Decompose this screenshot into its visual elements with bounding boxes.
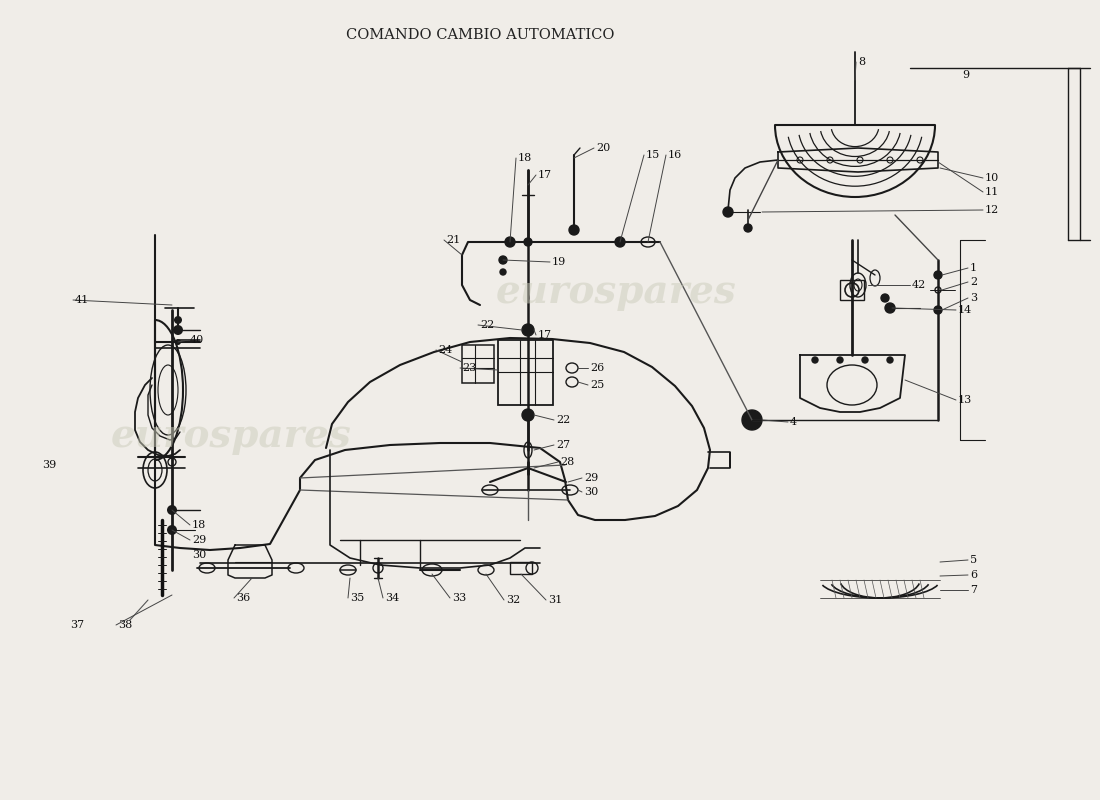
Text: 2: 2 <box>970 277 977 287</box>
Text: 22: 22 <box>556 415 570 425</box>
Text: 29: 29 <box>584 473 598 483</box>
Text: 30: 30 <box>584 487 598 497</box>
Text: 16: 16 <box>668 150 682 160</box>
Ellipse shape <box>862 357 868 363</box>
Text: 30: 30 <box>192 550 207 560</box>
Text: 41: 41 <box>75 295 89 305</box>
Text: 15: 15 <box>646 150 660 160</box>
Bar <box>840 280 864 300</box>
Text: 1: 1 <box>970 263 977 273</box>
Text: 24: 24 <box>438 345 452 355</box>
Text: 9: 9 <box>962 70 969 80</box>
Text: 28: 28 <box>560 457 574 467</box>
Text: 31: 31 <box>548 595 562 605</box>
Ellipse shape <box>505 237 515 247</box>
Text: 6: 6 <box>970 570 977 580</box>
Ellipse shape <box>500 269 506 275</box>
Text: 18: 18 <box>518 153 532 163</box>
Ellipse shape <box>837 357 843 363</box>
Text: 11: 11 <box>984 187 999 197</box>
Text: 35: 35 <box>350 593 364 603</box>
Text: 12: 12 <box>984 205 999 215</box>
Ellipse shape <box>812 357 818 363</box>
Ellipse shape <box>934 306 942 314</box>
Text: eurospares: eurospares <box>111 417 351 455</box>
Text: 26: 26 <box>590 363 604 373</box>
Text: 29: 29 <box>192 535 207 545</box>
Ellipse shape <box>175 339 182 345</box>
Text: 5: 5 <box>970 555 977 565</box>
Text: 3: 3 <box>970 293 977 303</box>
Ellipse shape <box>167 505 177 515</box>
Text: 36: 36 <box>236 593 251 603</box>
Bar <box>498 340 553 405</box>
Ellipse shape <box>499 256 507 264</box>
Text: 37: 37 <box>70 620 84 630</box>
Ellipse shape <box>522 409 534 421</box>
Ellipse shape <box>524 238 532 246</box>
Text: eurospares: eurospares <box>496 273 736 311</box>
Text: 23: 23 <box>462 363 476 373</box>
Text: 38: 38 <box>118 620 132 630</box>
Ellipse shape <box>615 237 625 247</box>
Ellipse shape <box>174 316 182 324</box>
Text: 22: 22 <box>480 320 494 330</box>
Text: 40: 40 <box>190 335 205 345</box>
Text: 4: 4 <box>790 417 798 427</box>
Text: 17: 17 <box>538 330 552 340</box>
Text: 18: 18 <box>192 520 207 530</box>
Text: 20: 20 <box>596 143 611 153</box>
Text: 19: 19 <box>552 257 567 267</box>
Ellipse shape <box>934 271 942 279</box>
Text: 17: 17 <box>538 170 552 180</box>
Text: 27: 27 <box>556 440 570 450</box>
Text: 25: 25 <box>590 380 604 390</box>
Text: 13: 13 <box>958 395 972 405</box>
Ellipse shape <box>887 357 893 363</box>
Ellipse shape <box>522 324 534 336</box>
Bar <box>462 345 494 383</box>
Ellipse shape <box>167 525 177 535</box>
Text: 10: 10 <box>984 173 999 183</box>
Ellipse shape <box>881 294 889 302</box>
Ellipse shape <box>886 303 895 313</box>
Text: 7: 7 <box>970 585 977 595</box>
Bar <box>510 562 532 574</box>
Ellipse shape <box>742 410 762 430</box>
Text: 14: 14 <box>958 305 972 315</box>
Text: 39: 39 <box>42 460 56 470</box>
Text: 42: 42 <box>912 280 926 290</box>
Ellipse shape <box>569 225 579 235</box>
Text: 32: 32 <box>506 595 520 605</box>
Ellipse shape <box>173 325 183 335</box>
Text: 33: 33 <box>452 593 466 603</box>
Text: 21: 21 <box>446 235 460 245</box>
Ellipse shape <box>723 207 733 217</box>
Ellipse shape <box>744 224 752 232</box>
Text: 34: 34 <box>385 593 399 603</box>
Text: 8: 8 <box>858 57 865 67</box>
Text: COMANDO CAMBIO AUTOMATICO: COMANDO CAMBIO AUTOMATICO <box>345 28 614 42</box>
